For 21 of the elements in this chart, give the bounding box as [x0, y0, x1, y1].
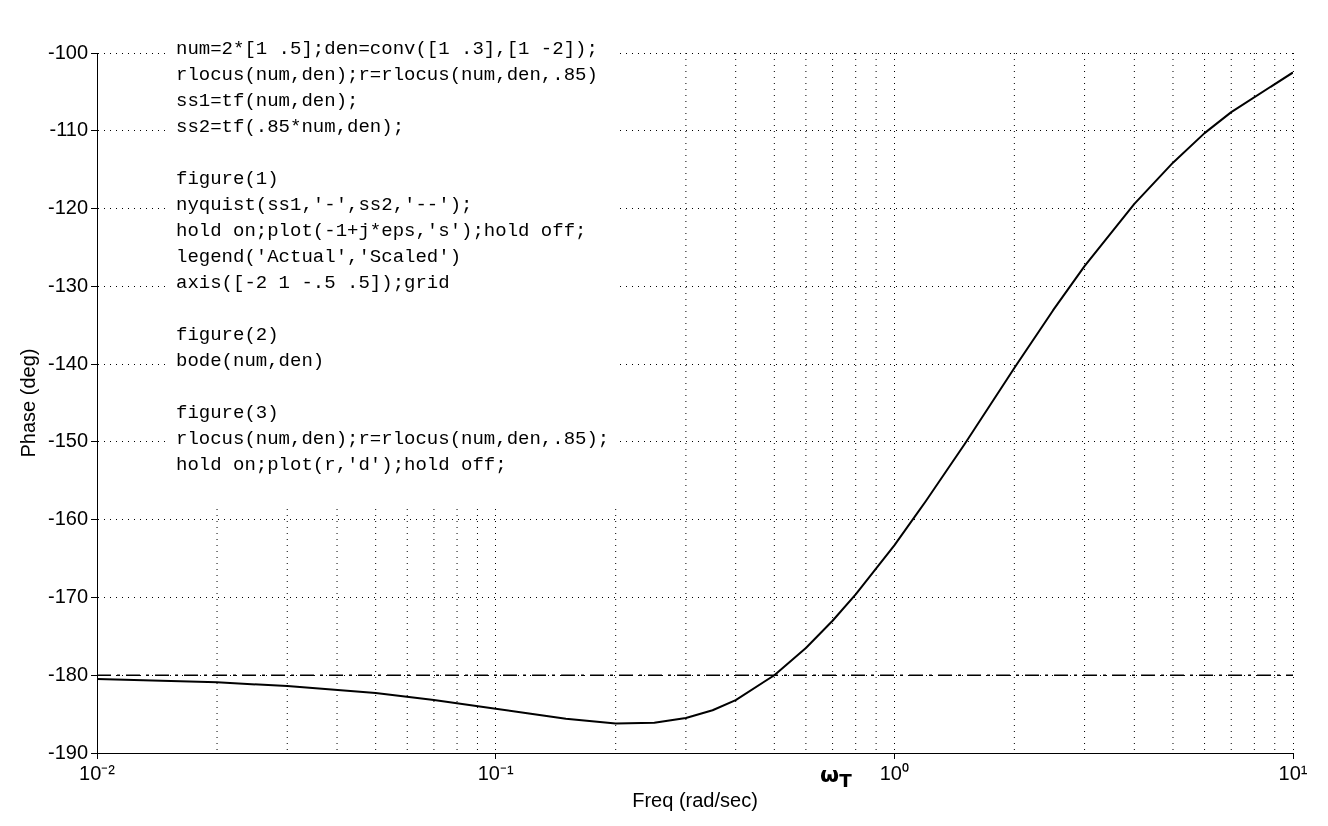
text: ω$_{T}$: [820, 762, 852, 792]
y-tick-label: -180: [48, 662, 89, 685]
y-tick-label: -110: [49, 118, 89, 141]
x-tick-label: 10⁻¹: [477, 761, 514, 784]
y-tick-label: -120: [48, 196, 89, 219]
y-tick-label: -100: [48, 40, 89, 63]
y-tick-label: -150: [48, 429, 89, 452]
y-tick-label: -160: [48, 507, 89, 530]
annotation: figure(3) rlocus(num,den);r=rlocus(num,den,.85); hold on;plot(r,'d');hold off;: [176, 401, 610, 478]
y-tick-label: -170: [48, 584, 89, 607]
y-axis-title: Phase (deg): [16, 348, 39, 458]
y-tick-label: -140: [48, 351, 89, 374]
y-tick-label: -130: [48, 273, 89, 296]
x-axis-title: Freq (rad/sec): [632, 788, 758, 811]
x-tick-label: 10⁻²: [79, 761, 116, 784]
x-tick-label: 10¹: [1278, 761, 1308, 784]
annotation: figure(1) nyquist(ss1,'-',ss2,'--'); hold on;plot(-1+j*eps,'s');hold off; legend('Actual','Scaled') axis([-2 1 -.5 .5]);grid: [176, 167, 588, 296]
y-tick-label: -190: [48, 740, 89, 763]
annotation: figure(2) bode(num,den): [176, 323, 326, 374]
annotation: num=2*[1 .5];den=conv([1 .3],[1 -2]); rlocus(num,den);r=rlocus(num,den,.85) ss1=tf(num,den); ss2=tf(.85*num,den);: [176, 37, 599, 140]
x-tick-label: 10⁰: [879, 761, 909, 784]
